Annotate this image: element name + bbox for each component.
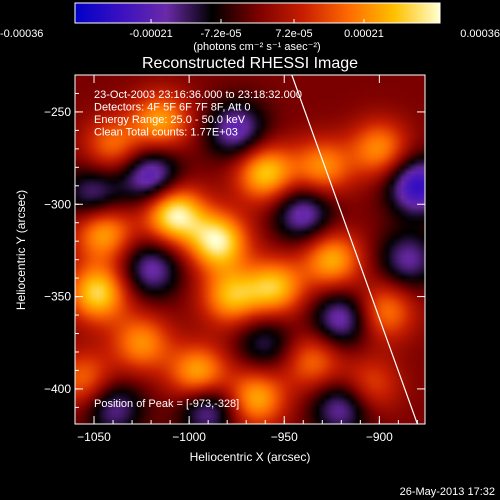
colorbar-unit-label: (photons cm⁻² s⁻¹ asec⁻²) <box>193 41 320 53</box>
x-tick-label: −900 <box>366 430 393 444</box>
y-tick-label: −400 <box>44 382 71 396</box>
annotation-line: Clean Total counts: 1.77E+03 <box>94 127 238 139</box>
x-tick-label: −950 <box>271 430 298 444</box>
colorbar <box>74 2 441 24</box>
peak-position-label: Position of Peak = [-973,-328] <box>94 398 239 410</box>
y-axis-label: Heliocentric Y (arcsec) <box>14 190 28 310</box>
colorbar-tick-label: 0.00021 <box>344 28 384 40</box>
observation-annotations: 23-Oct-2003 23:16:36.000 to 23:18:32.000… <box>94 89 302 139</box>
colorbar-tick-label: -0.00036 <box>0 28 43 40</box>
plot-frame <box>74 74 426 425</box>
annotation-line: Detectors: 4F 5F 6F 7F 8F, Att 0 <box>94 102 251 114</box>
colorbar-tick-label: 7.2e-05 <box>275 28 312 40</box>
heatmap-image <box>75 75 425 424</box>
colorbar-ticks: -0.00036 -0.00021 -7.2e-05 7.2e-05 0.00021 0.… <box>0 19 500 40</box>
y-tick-label: −300 <box>44 197 71 211</box>
solar-limb-line <box>291 75 418 424</box>
x-axis: −1050 −1000 −950 −900 <box>77 75 418 444</box>
colorbar-tick-label: 0.00036 <box>460 28 500 40</box>
annotation-line: 23-Oct-2003 23:16:36.000 to 23:18:32.000 <box>94 89 302 101</box>
colorbar-tick-label: -7.2e-05 <box>201 28 242 40</box>
annotation-line: Energy Range: 25.0 - 50.0 keV <box>94 114 246 126</box>
chart-title: Reconstructed RHESSI Image <box>142 55 358 72</box>
timestamp: 26-May-2013 17:32 <box>400 486 495 498</box>
y-tick-label: −350 <box>44 290 71 304</box>
y-axis: −250 −300 −350 −400 <box>44 92 425 408</box>
x-tick-label: −1050 <box>77 430 111 444</box>
colorbar-tick-label: -0.00021 <box>129 28 172 40</box>
y-tick-label: −250 <box>44 105 71 119</box>
x-tick-label: −1000 <box>172 430 206 444</box>
x-axis-label: Heliocentric X (arcsec) <box>190 450 311 464</box>
